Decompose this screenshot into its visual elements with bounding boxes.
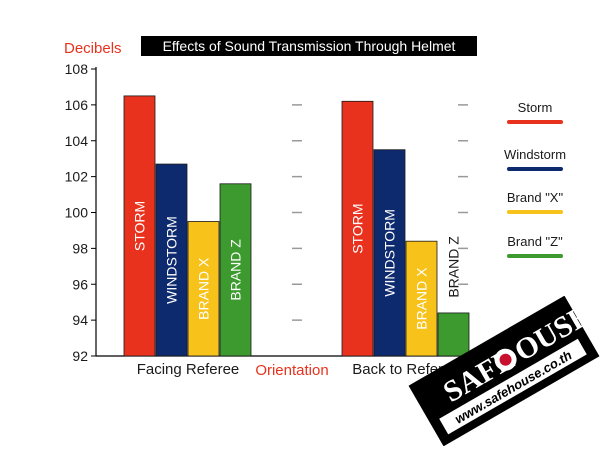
legend-label: Brand "X" [506,190,564,205]
bar-label: WINDSTORM [164,216,180,304]
legend-label: Storm [517,100,553,115]
bar-label: BRAND Z [228,239,244,301]
safehouse-watermark-logo: SAFE OUSE www.safehouse.co.th [408,296,600,446]
legend-swatch [507,254,563,258]
bar-storm-back [341,100,374,357]
legend-swatch [507,210,563,214]
y-tick-label: 94 [72,312,88,328]
bar-label: WINDSTORM [382,209,398,297]
legend-swatch [507,120,563,124]
y-axis-label: Decibels [64,40,122,57]
legend-item-brand-z: Brand "Z" [480,234,590,258]
watermark-emblem-core [499,353,512,366]
chart-title: Effects of Sound Transmission Through He… [141,36,477,56]
y-tick-label: 106 [65,97,89,113]
y-tick-label: 92 [72,348,88,364]
bar-brand-x-facing [187,221,220,357]
legend-label: Brand "Z" [507,234,563,249]
legend-item-brand-x: Brand "X" [480,190,590,214]
legend-swatch [507,167,563,171]
bar-label: STORM [350,203,366,253]
y-tick-label: 98 [72,240,88,256]
watermark-background [408,296,600,446]
legend-item-storm: Storm [480,100,590,124]
bar-label: STORM [132,201,148,251]
bar-brand-z-facing [219,183,252,357]
y-tick-label: 96 [72,276,88,292]
bar-label: BRAND X [196,257,212,320]
y-tick-label: 100 [65,205,89,221]
bar-label: BRAND X [414,267,430,330]
bar-brand-z-back [437,312,470,357]
watermark-url-strip [439,338,587,435]
bar-windstorm-back [373,149,406,357]
bar-storm-facing [123,95,156,357]
x-axis-label: Orientation [255,362,328,379]
y-tick-label: 102 [65,169,89,185]
legend-item-windstorm: Windstorm [480,147,590,171]
y-tick-label: 108 [65,61,89,77]
bar-windstorm-facing [155,163,188,357]
x-category-label: Facing Referee [137,361,240,378]
bar-brand-x-back [405,240,438,357]
y-tick-label: 104 [65,133,89,149]
bar-label: BRAND Z [446,236,462,298]
legend-label: Windstorm [503,147,567,162]
